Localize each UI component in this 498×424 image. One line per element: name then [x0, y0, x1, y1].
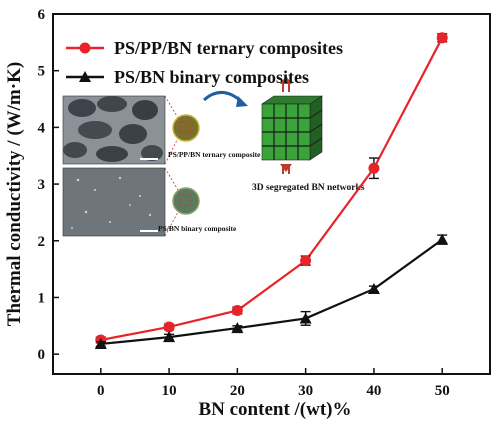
micrograph-ternary	[62, 95, 166, 165]
data-point-binary	[94, 337, 107, 349]
data-point-binary	[436, 233, 449, 245]
data-point-binary	[367, 282, 380, 294]
x-tick-label: 50	[435, 383, 450, 399]
legend-marker-ternary	[79, 42, 91, 54]
y-axis: 0 1 2 3 4 5 6	[38, 7, 59, 363]
y-axis-title: Thermal conductivity / (W/m·K)	[4, 62, 25, 326]
x-tick-label: 0	[97, 383, 105, 399]
micrograph-binary	[62, 167, 166, 237]
data-point-ternary	[436, 32, 448, 44]
y-tick-label: 2	[38, 234, 46, 250]
x-tick-label: 30	[298, 383, 313, 399]
data-point-ternary	[231, 305, 243, 317]
data-point-ternary	[300, 255, 312, 267]
y-tick-label: 0	[38, 347, 46, 363]
x-axis-title: BN content /(wt)%	[198, 399, 351, 420]
data-point-binary	[299, 312, 312, 324]
data-point-binary	[231, 322, 244, 334]
series-layer	[94, 32, 449, 349]
inset-label-ternary: PS/PP/BN ternary composite	[168, 150, 261, 159]
x-tick-label: 10	[162, 383, 177, 399]
x-tick-label: 20	[230, 383, 245, 399]
y-tick-label: 5	[38, 64, 46, 80]
legend-marker-binary	[79, 71, 91, 82]
series-line-ternary	[100, 37, 444, 342]
curved-arrow-icon	[203, 91, 244, 104]
series-line-binary	[100, 238, 443, 346]
inset-label-network: 3D segregated BN networks	[252, 183, 365, 193]
legend: PS/PP/BN ternary composites PS/BN binary…	[66, 38, 343, 87]
data-point-ternary	[163, 321, 175, 333]
pressure-arrows-icon	[280, 76, 292, 174]
y-tick-label: 1	[38, 290, 46, 306]
legend-label-ternary: PS/PP/BN ternary composites	[114, 38, 343, 58]
y-tick-label: 3	[38, 177, 46, 193]
sample-disc-binary	[173, 188, 199, 214]
sample-disc-ternary	[173, 115, 199, 141]
x-tick-label: 40	[366, 383, 381, 399]
data-point-ternary	[368, 162, 380, 174]
inset-figure: PS/PP/BN ternary composite PS/BN binary …	[62, 76, 365, 237]
plot-frame	[52, 13, 491, 375]
legend-label-binary: PS/BN binary composites	[114, 67, 309, 87]
y-tick-label: 6	[38, 7, 46, 23]
y-tick-label: 4	[38, 120, 46, 136]
network-cube	[261, 95, 323, 161]
x-axis: 0 10 20 30 40 50	[97, 368, 450, 399]
data-point-binary	[163, 331, 176, 343]
inset-label-binary: PS/BN binary composite	[158, 224, 237, 233]
